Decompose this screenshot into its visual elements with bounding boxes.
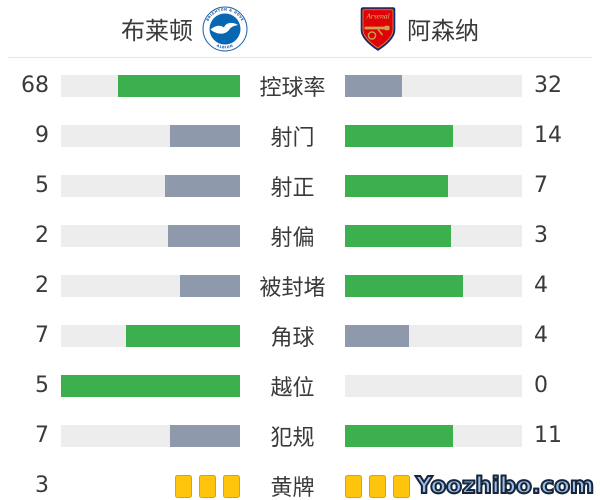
stat-row: 7 犯规 11 — [0, 411, 600, 461]
yellow-card-icon — [175, 474, 192, 498]
away-cards — [345, 461, 522, 500]
arsenal-crest-icon: Arsenal — [360, 6, 396, 51]
away-bar-fill — [345, 425, 454, 447]
home-bar — [61, 225, 240, 247]
away-bar — [345, 375, 522, 397]
home-value: 9 — [35, 123, 49, 148]
home-bar-fill — [170, 425, 240, 447]
away-team-header: Arsenal 阿森纳 — [358, 6, 479, 52]
stat-label: 射偏 — [270, 226, 315, 251]
header-divider — [8, 57, 592, 58]
stat-row: 3 黄牌 — [0, 461, 600, 500]
stat-label: 黄牌 — [270, 476, 315, 500]
home-value: 68 — [21, 73, 49, 98]
home-bar — [61, 325, 240, 347]
stat-label: 射正 — [270, 176, 315, 201]
away-value: 0 — [534, 373, 548, 398]
away-bar-fill — [345, 175, 449, 197]
away-bar-fill — [345, 325, 410, 347]
away-bar — [345, 425, 522, 447]
stat-row: 7 角球 4 — [0, 311, 600, 361]
home-value: 7 — [35, 323, 49, 348]
away-bar — [345, 175, 522, 197]
stat-label: 越位 — [270, 376, 315, 401]
home-value: 2 — [35, 273, 49, 298]
home-bar — [61, 75, 240, 97]
home-cards — [49, 461, 240, 500]
stat-label: 被封堵 — [259, 276, 326, 301]
home-bar-fill — [118, 75, 240, 97]
away-value: 7 — [534, 173, 548, 198]
home-bar — [61, 125, 240, 147]
svg-text:ALBION: ALBION — [216, 43, 234, 49]
home-bar — [61, 175, 240, 197]
away-bar — [345, 125, 522, 147]
home-bar-fill — [165, 175, 240, 197]
stats-rows: 68 控球率 32 9 射门 14 5 射正 7 2 射偏 3 2 被封堵 4 7 角球 4 5 越位 0 7 犯规 11 3 黄… — [0, 58, 600, 500]
away-value: 32 — [534, 73, 562, 98]
home-bar — [61, 275, 240, 297]
stat-label: 射门 — [270, 126, 315, 151]
away-team-name: 阿森纳 — [407, 17, 479, 45]
home-team-name: 布莱顿 — [121, 17, 193, 45]
svg-text:Arsenal: Arsenal — [365, 11, 389, 20]
stat-row: 2 射偏 3 — [0, 211, 600, 261]
yellow-card-icon — [393, 474, 410, 498]
home-value: 5 — [35, 373, 49, 398]
stat-row: 5 越位 0 — [0, 361, 600, 411]
away-value: 3 — [534, 223, 548, 248]
yellow-card-icon — [199, 474, 216, 498]
stat-row: 2 被封堵 4 — [0, 261, 600, 311]
home-bar — [61, 425, 240, 447]
home-bar-fill — [180, 275, 240, 297]
stat-label: 角球 — [270, 326, 315, 351]
yellow-card-icon — [223, 474, 240, 498]
away-bar-fill — [345, 275, 463, 297]
stat-row: 68 控球率 32 — [0, 61, 600, 111]
watermark: Yoozhibo.com — [415, 472, 595, 500]
home-value: 3 — [35, 473, 49, 498]
home-bar-fill — [169, 125, 240, 147]
stat-row: 9 射门 14 — [0, 111, 600, 161]
away-bar-fill — [345, 125, 453, 147]
home-bar-fill — [126, 325, 240, 347]
home-value: 7 — [35, 423, 49, 448]
away-bar-fill — [345, 75, 402, 97]
stat-label: 犯规 — [270, 426, 315, 451]
away-bar — [345, 75, 522, 97]
away-bar — [345, 225, 522, 247]
yellow-card-icon — [345, 474, 362, 498]
away-bar — [345, 275, 522, 297]
home-value: 5 — [35, 173, 49, 198]
home-value: 2 — [35, 223, 49, 248]
away-bar-fill — [345, 225, 452, 247]
home-bar-fill — [61, 375, 240, 397]
away-value: 11 — [534, 423, 562, 448]
home-team-header: 布莱顿 BRIGHTON & HOVE ALBION — [121, 6, 248, 52]
away-value: 4 — [534, 323, 548, 348]
stat-row: 5 射正 7 — [0, 161, 600, 211]
match-header: 布莱顿 BRIGHTON & HOVE ALBION — [0, 0, 600, 57]
home-bar-fill — [168, 225, 240, 247]
yellow-card-icon — [369, 474, 386, 498]
brighton-crest-icon: BRIGHTON & HOVE ALBION — [202, 6, 248, 51]
away-value: 14 — [534, 123, 562, 148]
away-bar — [345, 325, 522, 347]
home-bar — [61, 375, 240, 397]
stat-label: 控球率 — [259, 76, 326, 101]
away-value: 4 — [534, 273, 548, 298]
